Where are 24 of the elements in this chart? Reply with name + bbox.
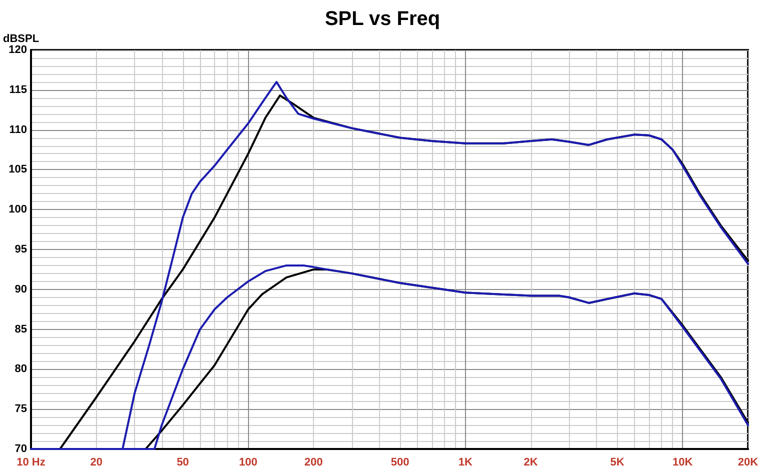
- x-tick-label: 20K: [738, 456, 758, 468]
- y-tick-label: 80: [14, 363, 27, 376]
- x-tick-label: 50: [176, 456, 189, 468]
- x-tick-label: 200: [304, 456, 323, 468]
- x-tick-label: 10 Hz: [16, 456, 46, 468]
- x-tick-label: 5K: [610, 456, 624, 468]
- x-tick-label: 2K: [524, 456, 538, 468]
- y-tick-label: 120: [8, 44, 27, 56]
- x-tick-label: 1K: [458, 456, 472, 468]
- y-tick-label: 75: [14, 403, 27, 416]
- chart-title: SPL vs Freq: [324, 8, 440, 30]
- y-tick-label: 100: [8, 204, 27, 216]
- x-tick-label: 20: [90, 456, 103, 468]
- y-tick-label: 90: [14, 283, 27, 296]
- x-tick-label: 10K: [672, 456, 693, 468]
- y-axis-title: dBSPL: [3, 33, 40, 46]
- y-tick-label: 105: [8, 164, 27, 176]
- x-tick-label: 100: [239, 456, 258, 468]
- x-tick-label: 500: [390, 456, 410, 468]
- y-tick-label: 115: [9, 84, 27, 96]
- y-tick-label: 110: [9, 124, 27, 136]
- y-tick-label: 85: [14, 323, 27, 336]
- y-tick-label: 70: [14, 443, 27, 455]
- y-tick-label: 95: [14, 244, 27, 256]
